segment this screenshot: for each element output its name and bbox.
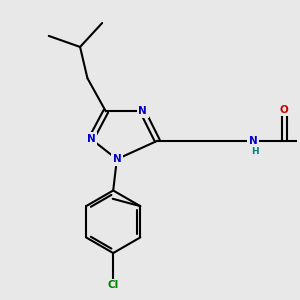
- Text: N: N: [112, 154, 121, 164]
- Text: N: N: [87, 134, 95, 144]
- Text: Cl: Cl: [108, 280, 119, 290]
- Text: O: O: [280, 104, 289, 115]
- Text: N: N: [138, 106, 147, 116]
- Text: H: H: [251, 147, 258, 156]
- Text: N: N: [249, 136, 257, 146]
